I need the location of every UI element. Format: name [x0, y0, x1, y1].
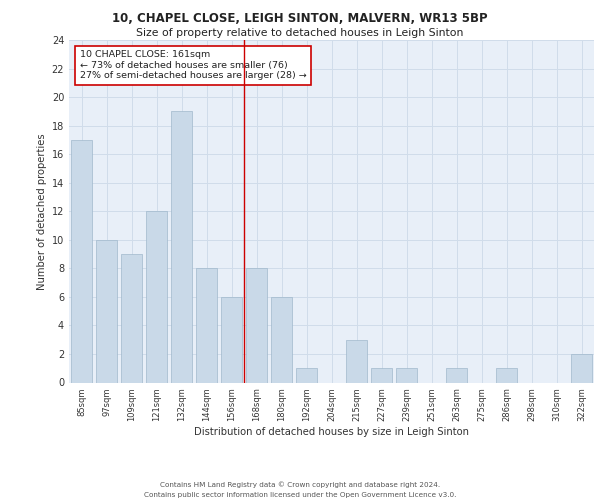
- Bar: [196, 268, 217, 382]
- Text: Contains HM Land Registry data © Crown copyright and database right 2024.
Contai: Contains HM Land Registry data © Crown c…: [144, 482, 456, 498]
- Bar: [271, 297, 292, 382]
- Bar: [71, 140, 92, 382]
- Bar: [246, 268, 267, 382]
- Text: 10, CHAPEL CLOSE, LEIGH SINTON, MALVERN, WR13 5BP: 10, CHAPEL CLOSE, LEIGH SINTON, MALVERN,…: [112, 12, 488, 26]
- Bar: [446, 368, 467, 382]
- Text: 10 CHAPEL CLOSE: 161sqm
← 73% of detached houses are smaller (76)
27% of semi-de: 10 CHAPEL CLOSE: 161sqm ← 73% of detache…: [79, 50, 306, 80]
- Bar: [171, 112, 192, 382]
- X-axis label: Distribution of detached houses by size in Leigh Sinton: Distribution of detached houses by size …: [194, 427, 469, 437]
- Y-axis label: Number of detached properties: Number of detached properties: [37, 133, 47, 290]
- Bar: [371, 368, 392, 382]
- Bar: [296, 368, 317, 382]
- Bar: [221, 297, 242, 382]
- Bar: [96, 240, 117, 382]
- Bar: [146, 211, 167, 382]
- Bar: [346, 340, 367, 382]
- Text: Size of property relative to detached houses in Leigh Sinton: Size of property relative to detached ho…: [136, 28, 464, 38]
- Bar: [496, 368, 517, 382]
- Bar: [571, 354, 592, 382]
- Bar: [396, 368, 417, 382]
- Bar: [121, 254, 142, 382]
